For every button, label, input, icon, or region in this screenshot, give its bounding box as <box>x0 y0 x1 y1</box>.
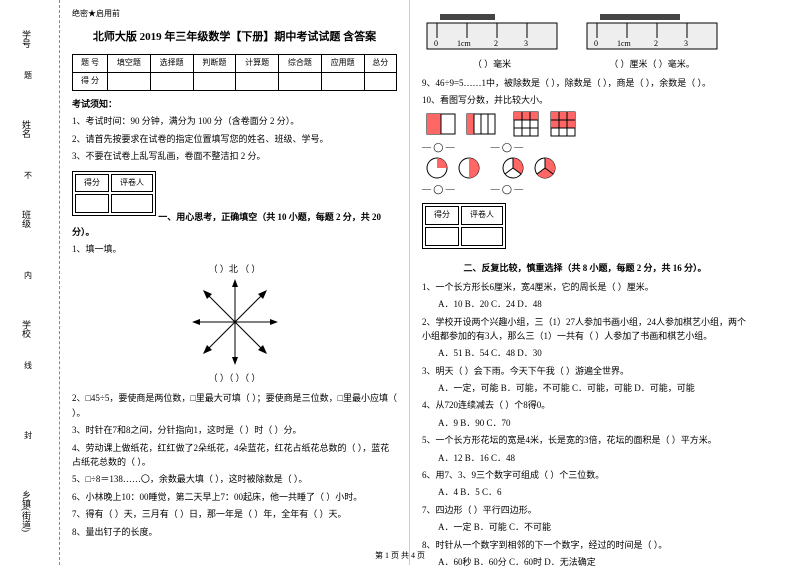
q5: 5、□÷8＝138……〇，余数最大填（ ），这时被除数是（ ）。 <box>72 472 397 486</box>
q4: 4、劳动课上做纸花，红红做了2朵纸花，4朵蓝花，红花占纸花总数的（ ），蓝花占纸… <box>72 441 397 470</box>
margin-label-4: 姓名 <box>20 120 33 138</box>
q2: 2、□45÷5，要使商是两位数，□里最大可填（ ）；要使商是三位数，□里最小应填… <box>72 391 397 420</box>
notice-2: 2、请首先按要求在试卷的指定位置填写您的姓名、班级、学号。 <box>72 132 397 146</box>
compass-s: （ ）（ ）（ ） <box>72 371 397 385</box>
vmark-1: 封 <box>24 430 32 441</box>
comp-row-2: — ◯ — — ◯ — <box>422 182 748 196</box>
vmark-5: 题 <box>24 70 32 81</box>
binding-margin: 学号 题 姓名 不 班级 内 学校 线 封 乡镇(街道) <box>0 0 60 565</box>
s3: 3、明天（ ）会下雨。今天下午我（ ）游遍全世界。 <box>422 364 748 378</box>
svg-text:1cm: 1cm <box>617 39 632 48</box>
vmark-3: 内 <box>24 270 32 281</box>
s2: 2、学校开设两个兴趣小组，三（1）27人参加书画小组，24人参加棋艺小组，两个小… <box>422 315 748 344</box>
svg-text:0: 0 <box>594 39 598 48</box>
s6: 6、用7、3、9三个数字可组成（ ）个三位数。 <box>422 468 748 482</box>
q1: 1、填一填。 <box>72 242 397 256</box>
q8: 8、量出钉子的长度。 <box>72 525 397 539</box>
score-entry-box-2: 得分评卷人 <box>422 203 506 249</box>
notice-header: 考试须知： <box>72 97 397 111</box>
th-c2: 选择题 <box>150 55 193 73</box>
sb2-b: 评卷人 <box>461 206 503 225</box>
secret-label: 绝密★启用前 <box>72 8 397 21</box>
compass-diagram: （ ）北 （ ） （ ）（ ）（ ） <box>72 262 397 385</box>
margin-label-5: 学号 <box>20 30 33 48</box>
s5: 5、一个长方形花坛的宽是4米，长是宽的3倍，花坛的面积是（ ）平方米。 <box>422 433 748 447</box>
compass-n: （ ）北 （ ） <box>72 262 397 276</box>
right-column: 0 1cm 2 3 （ ）毫米 0 1cm 2 <box>410 0 760 565</box>
exam-title: 北师大版 2019 年三年级数学【下册】期中考试试题 含答案 <box>72 29 397 47</box>
score-entry-box-1: 得分评卷人 <box>72 171 156 217</box>
fraction-row-2 <box>422 157 748 179</box>
th-num: 题 号 <box>73 55 108 73</box>
notice-1: 1、考试时间：90 分钟，满分为 100 分（含卷面分 2 分）。 <box>72 114 397 128</box>
th-score: 得 分 <box>73 73 108 91</box>
s6o: A．4 B．5 C．6 <box>422 485 748 499</box>
q9: 9、46÷9=5……1中，被除数是（ ），除数是（ ），商是（ ），余数是（ ）… <box>422 76 748 90</box>
fraction-row-1 <box>422 111 748 137</box>
q10: 10、看图写分数，并比较大小。 <box>422 93 748 107</box>
s3o: A．一定，可能 B．可能，不可能 C．可能，可能 D．可能，可能 <box>422 381 748 395</box>
sb-b: 评卷人 <box>111 174 153 193</box>
margin-label-2: 学校 <box>20 320 33 338</box>
vmark-4: 不 <box>24 170 32 181</box>
th-c3: 判断题 <box>193 55 236 73</box>
left-column: 绝密★启用前 北师大版 2019 年三年级数学【下册】期中考试试题 含答案 题 … <box>60 0 410 565</box>
score-table: 题 号 填空题 选择题 判断题 计算题 综合题 应用题 总分 得 分 <box>72 54 397 91</box>
th-c6: 应用题 <box>321 55 364 73</box>
th-c5: 综合题 <box>279 55 322 73</box>
svg-text:2: 2 <box>654 39 658 48</box>
margin-label-1: 乡镇(街道) <box>20 490 33 532</box>
ruler2-ans: （ ）厘米（ ）毫米。 <box>582 57 722 71</box>
q7: 7、得有（ ）天，三月有（ ）日，那一年是（ ）年，全年有（ ）天。 <box>72 507 397 521</box>
sb2-a: 得分 <box>425 206 459 225</box>
q6: 6、小林晚上10：00睡觉，第二天早上7：00起床，他一共睡了（ ）小时。 <box>72 490 397 504</box>
q3: 3、时针在7和8之间，分针指向1，这时是（ ）时（ ）分。 <box>72 423 397 437</box>
page-footer: 第 1 页 共 4 页 <box>0 550 800 561</box>
s7: 7、四边形（ ）平行四边形。 <box>422 503 748 517</box>
s1: 1、一个长方形长6厘米，宽4厘米，它的周长是（ ）厘米。 <box>422 280 748 294</box>
s2o: A．51 B．54 C．48 D．30 <box>422 346 748 360</box>
ruler1-ans: （ ）毫米 <box>422 57 562 71</box>
margin-label-3: 班级 <box>20 210 33 228</box>
ruler-2: 0 1cm 2 3 （ ）厘米（ ）毫米。 <box>582 8 722 72</box>
th-c4: 计算题 <box>236 55 279 73</box>
part2-title: 二、反复比较，慎重选择（共 8 小题，每题 2 分，共 16 分）。 <box>422 261 748 275</box>
notice-3: 3、不要在试卷上乱写乱画，卷面不整洁扣 2 分。 <box>72 149 397 163</box>
svg-text:0: 0 <box>434 39 438 48</box>
svg-text:1cm: 1cm <box>457 39 472 48</box>
th-c1: 填空题 <box>107 55 150 73</box>
s5o: A．12 B．16 C．48 <box>422 451 748 465</box>
sb-a: 得分 <box>75 174 109 193</box>
s7o: A．一定 B．可能 C．不可能 <box>422 520 748 534</box>
s4o: A．9 B．90 C．70 <box>422 416 748 430</box>
th-c7: 总分 <box>364 55 396 73</box>
s4: 4、从720连续减去（ ）个8得0。 <box>422 398 748 412</box>
ruler-1: 0 1cm 2 3 （ ）毫米 <box>422 8 562 72</box>
svg-text:2: 2 <box>494 39 498 48</box>
comp-row-1: — ◯ — — ◯ — <box>422 140 748 154</box>
svg-text:3: 3 <box>684 39 688 48</box>
svg-text:3: 3 <box>524 39 528 48</box>
s1o: A．10 B．20 C．24 D．48 <box>422 297 748 311</box>
vmark-2: 线 <box>24 360 32 371</box>
